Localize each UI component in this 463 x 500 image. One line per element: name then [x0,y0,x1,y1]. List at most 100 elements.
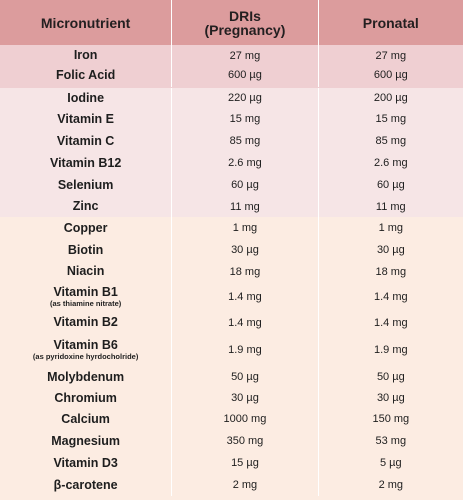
nutrient-name: Vitamin B1 [53,285,118,299]
pronatal-value: 18 mg [375,265,407,278]
pronatal-value: 30 µg [376,392,405,404]
nutrient-name: Iodine [67,90,105,105]
nutrient-name: Vitamin D3 [53,455,118,470]
table-row: Biotin 30 µg 30 µg [0,239,463,261]
pronatal-value: 150 mg [372,413,410,425]
table-row: Chromium 30 µg 30 µg [0,388,463,408]
nutrient-note: (as pyridoxine hyrdocholride) [32,351,139,361]
table-row: Zinc 11 mg 11 mg [0,196,463,217]
table-row: Iodine 220 µg 200 µg [0,88,463,108]
nutrient-name: Calcium [61,411,110,426]
nutrient-cell: Calcium [0,408,173,430]
group-band-iron-folic [0,45,463,88]
nutrient-name: Vitamin C [56,133,115,148]
table-row: Vitamin E 15 mg 15 mg [0,108,463,130]
nutrient-cell: Molybdenum [0,366,173,388]
pronatal-value: 1.9 mg [373,343,408,356]
dri-value: 15 µg [172,452,319,474]
header-micronutrient: Micronutrient [0,0,173,45]
nutrient-name: Vitamin B12 [49,155,122,170]
pronatal-value: 1.4 mg [373,291,408,303]
nutrient-cell: Biotin [0,239,173,261]
nutrient-name: Selenium [57,177,114,192]
table-row: β-carotene 2 mg 2 mg [0,474,463,496]
table-row: Vitamin B2 1.4 mg 1.4 mg [0,312,463,333]
nutrient-name: Vitamin B6 [53,337,118,352]
pronatal-value: 1.4 mg [373,316,408,329]
table-row: Calcium 1000 mg 150 mg [0,408,463,430]
pronatal-value: 2.6 mg [373,157,408,169]
dri-value: 50 µg [172,366,319,388]
pronatal-value: 50 µg [376,371,405,383]
nutrient-cell: Vitamin B12 [0,152,173,174]
nutrient-name: Vitamin B2 [53,315,118,329]
dri-value: 30 µg [172,239,319,261]
table-row: Vitamin D3 15 µg 5 µg [0,452,463,474]
nutrient-cell: Chromium [0,388,173,408]
pronatal-value: 11 mg [375,200,406,213]
nutrient-name: Magnesium [51,433,120,448]
nutrient-cell: Vitamin D3 [0,452,173,474]
nutrient-cell: Vitamin B1 (as thiamine nitrate) [0,282,173,312]
dri-value: 11 mg [172,196,319,217]
nutrient-name: Biotin [67,242,104,257]
table-row: Magnesium 350 mg 53 mg [0,430,463,452]
dri-value: 2.6 mg [172,152,319,174]
nutrient-cell: Vitamin C [0,130,173,152]
dri-value: 600 µg [172,63,319,87]
pronatal-value: 27 mg [375,49,407,62]
header-dris: DRIs (Pregnancy) [172,0,319,45]
dri-value: 2 mg [172,474,319,496]
header-micronutrient-label: Micronutrient [40,14,131,31]
table-row: Vitamin B12 2.6 mg 2.6 mg [0,152,463,174]
nutrient-cell: Copper [0,217,173,239]
nutrient-cell: Vitamin B2 [0,312,173,333]
nutrient-cell: Niacin [0,261,173,282]
nutrient-cell: Magnesium [0,430,173,452]
pronatal-value: 2 mg [378,479,404,491]
nutrient-name: Folic Acid [55,67,116,82]
group-band-iodine-zinc [0,88,463,217]
dri-value: 30 µg [172,388,319,408]
dri-value: 18 mg [172,261,319,282]
dri-value: 1.4 mg [172,282,319,312]
nutrient-name: Copper [63,220,108,235]
table-header: Micronutrient DRIs (Pregnancy) Pronatal [0,0,463,45]
nutrient-note: (as thiamine nitrate) [49,299,122,308]
header-dris-sublabel: (Pregnancy) [204,21,286,38]
pronatal-value: 200 µg [373,92,408,104]
dri-value: 15 mg [172,108,319,130]
dri-value: 1 mg [172,217,319,239]
dri-value: 60 µg [172,174,319,196]
table-row: Molybdenum 50 µg 50 µg [0,366,463,388]
nutrient-name: Iron [73,48,98,62]
header-pronatal-label: Pronatal [362,14,419,31]
table-row: Vitamin B6 (as pyridoxine hyrdocholride) 1… [0,333,463,366]
header-dris-label: DRIs [228,7,261,24]
nutrient-cell: Folic Acid [0,63,173,87]
nutrient-cell: Iodine [0,88,173,108]
table-row: Vitamin B1 (as thiamine nitrate) 1.4 mg 1.4… [0,282,463,312]
table-row: Vitamin C 85 mg 85 mg [0,130,463,152]
group-band-copper-betacarotene [0,217,463,500]
header-pronatal: Pronatal [319,0,463,45]
dri-value: 1.4 mg [172,312,319,333]
dri-value: 350 mg [172,430,319,452]
dri-value: 1.9 mg [172,333,319,366]
nutrient-cell: Vitamin E [0,108,173,130]
nutrient-cell: Zinc [0,196,173,217]
nutrient-name: Chromium [54,390,117,405]
nutrient-cell: β-carotene [0,474,173,496]
nutrient-cell: Selenium [0,174,173,196]
pronatal-value: 15 mg [375,113,407,125]
table-row: Folic Acid 600 µg 600 µg [0,63,463,87]
nutrient-name: Niacin [66,264,105,278]
nutrient-name: β-carotene [53,477,118,492]
pronatal-value: 60 µg [376,179,405,191]
dri-value: 1000 mg [172,408,319,430]
pronatal-value: 600 µg [373,69,408,81]
table-row: Iron 27 mg 27 mg [0,45,463,66]
table-row: Niacin 18 mg 18 mg [0,261,463,282]
pronatal-value: 53 mg [375,435,407,447]
